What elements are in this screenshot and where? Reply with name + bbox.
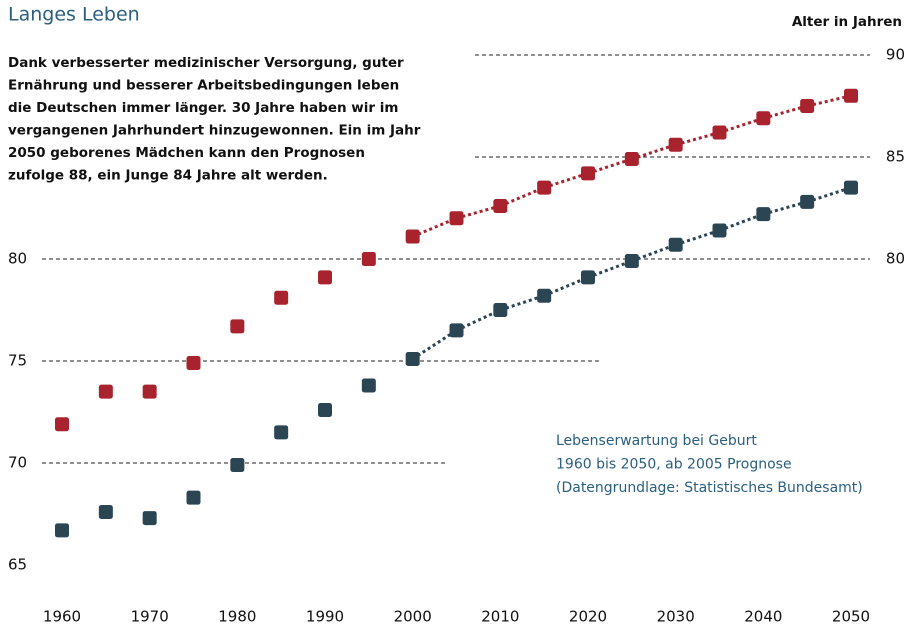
forecast-line — [762, 104, 808, 120]
point — [756, 207, 771, 222]
forecast-line — [455, 308, 501, 332]
point — [800, 99, 815, 113]
point — [712, 125, 727, 140]
point — [668, 137, 683, 152]
forecast-line — [543, 171, 589, 190]
x-tick-label: 2030 — [657, 608, 695, 626]
forecast-line — [499, 294, 545, 312]
point — [142, 511, 157, 526]
point — [800, 194, 815, 209]
forecast-line — [587, 259, 633, 279]
forecast-line — [543, 275, 589, 298]
x-tick-label: 2040 — [744, 608, 782, 626]
y2-tick-label: 80 — [886, 250, 905, 268]
point — [98, 384, 113, 399]
description: Dank verbesserter medizinischer Versorgu… — [8, 55, 404, 71]
x-tick-label: 1960 — [43, 608, 81, 626]
point — [712, 223, 727, 238]
point — [405, 229, 420, 244]
y-tick-label: 65 — [8, 556, 27, 574]
forecast-line — [719, 116, 764, 134]
x-tick-label: 2050 — [832, 608, 870, 626]
point — [493, 198, 508, 213]
description: zufolge 88, ein Junge 84 Jahre alt werde… — [8, 168, 328, 184]
description: vergangenen Jahrhundert hinzugewonnen. E… — [8, 123, 421, 139]
point — [186, 490, 201, 505]
point — [624, 254, 639, 269]
point — [55, 417, 69, 432]
forecast-line — [411, 329, 458, 361]
point — [668, 237, 683, 252]
x-tick-label: 1990 — [306, 608, 344, 626]
point — [844, 88, 858, 103]
point — [98, 504, 113, 519]
point — [230, 319, 245, 334]
point — [318, 402, 332, 417]
point — [581, 270, 595, 285]
y2-tick-label: 85 — [886, 148, 905, 166]
y-tick-label: 80 — [8, 250, 27, 268]
point — [537, 288, 552, 303]
forecast-line — [806, 186, 852, 204]
x-tick-label: 1980 — [218, 608, 256, 626]
point — [449, 323, 464, 338]
forecast-line — [456, 204, 501, 220]
point — [230, 458, 245, 473]
point — [405, 351, 420, 366]
point — [624, 152, 639, 167]
forecast-line — [675, 229, 720, 247]
point — [55, 523, 69, 538]
x-tick-label: 2020 — [569, 608, 607, 626]
point — [361, 252, 376, 266]
forecast-line — [718, 212, 764, 232]
forecast-line — [762, 200, 808, 216]
point — [493, 303, 508, 317]
point — [318, 270, 332, 285]
point — [361, 378, 376, 393]
annotation: Lebenserwartung bei Geburt — [556, 433, 757, 449]
annotation: (Datengrundlage: Statistisches Bundesamt… — [556, 480, 863, 496]
x-tick-label: 2010 — [481, 608, 519, 626]
chart-title: Langes Leben — [8, 4, 140, 26]
forecast-line — [631, 143, 677, 161]
description: 2050 geborenes Mädchen kann den Prognose… — [8, 145, 365, 161]
point — [274, 425, 289, 440]
point — [756, 111, 771, 126]
y-tick-label: 70 — [8, 454, 27, 472]
forecast-line — [587, 157, 633, 175]
forecast-line — [675, 131, 720, 147]
axis-label: Alter in Jahren — [792, 14, 902, 30]
point — [844, 180, 858, 195]
y2-tick-label: 90 — [886, 46, 905, 64]
point — [186, 356, 201, 371]
annotation: 1960 bis 2050, ab 2005 Prognose — [556, 457, 792, 473]
description: Ernährung und besserer Arbeitsbedingunge… — [8, 78, 399, 94]
point — [274, 290, 289, 305]
point — [581, 166, 595, 181]
x-tick-label: 2000 — [394, 608, 432, 626]
point — [142, 384, 157, 399]
description: die Deutschen immer länger. 30 Jahre hab… — [8, 100, 398, 116]
y-tick-label: 75 — [8, 352, 27, 370]
forecast-line — [631, 243, 677, 263]
forecast-line — [412, 216, 458, 238]
x-tick-label: 1970 — [131, 608, 169, 626]
forecast-line — [806, 94, 852, 108]
point — [449, 211, 464, 226]
point — [537, 180, 552, 195]
forecast-line — [499, 186, 545, 208]
